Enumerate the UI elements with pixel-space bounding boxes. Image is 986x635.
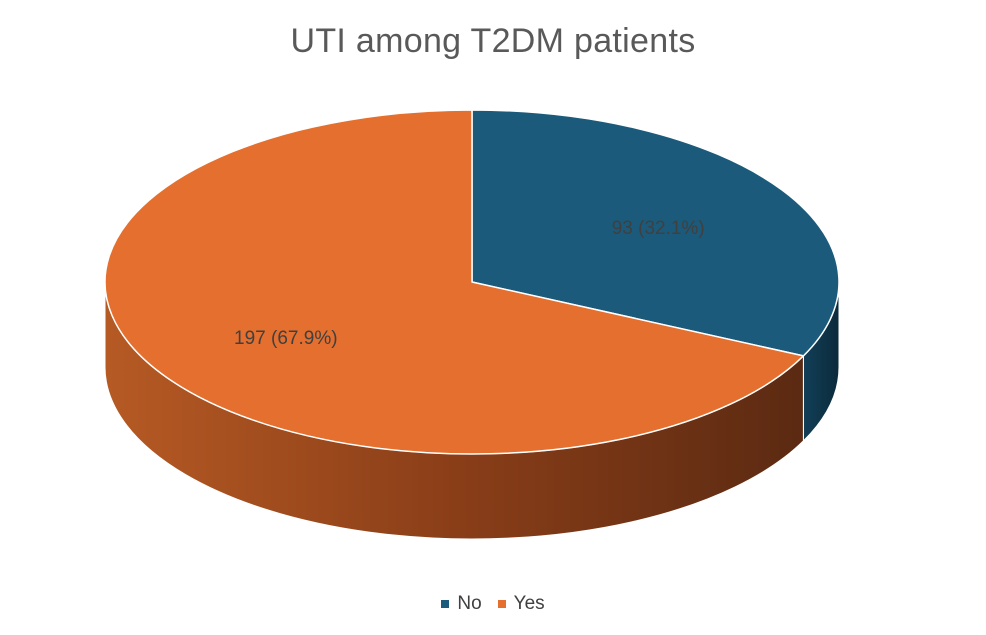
data-label-yes: 197 (67.9%) [234,328,338,349]
data-label-no: 93 (32.1%) [612,218,705,239]
pie-top-layer [104,109,840,455]
legend-swatch-yes [497,600,506,608]
legend-item-yes: Yes [497,593,545,615]
legend: No Yes [0,592,986,615]
legend-label-no: No [457,593,482,614]
chart-title: UTI among T2DM patients [290,22,696,60]
pie-slice-yes [104,109,805,455]
legend-swatch-no [441,600,450,608]
pie-slice-no [471,109,840,357]
legend-item-no: No [441,593,482,615]
pie-label-layer: 93 (32.1%) 197 (67.9%) [234,218,705,349]
legend-label-yes: Yes [513,593,545,614]
